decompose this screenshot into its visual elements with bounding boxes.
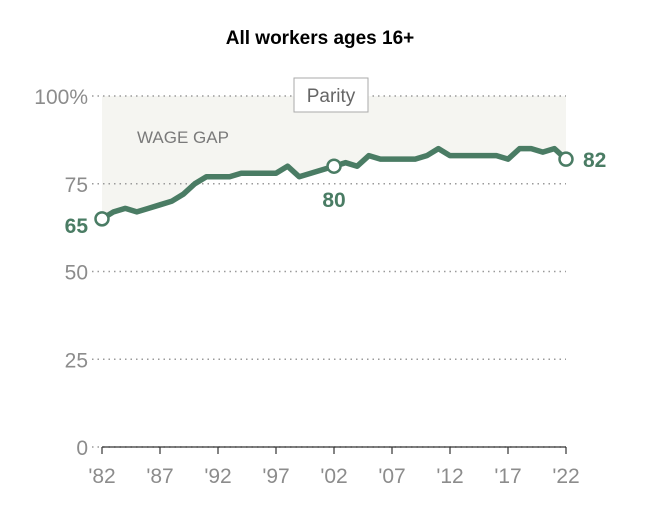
x-tick-label: '82 [88,465,115,488]
shade-layer [102,96,566,219]
wage-gap-region [102,96,566,219]
label-layer: Parity WAGE GAP 65 80 82 [65,77,606,238]
x-tick-label: '97 [262,465,289,488]
data-point-label: 82 [583,149,606,172]
parity-box [293,77,369,113]
x-tick-label: '07 [378,465,405,488]
data-point-marker [94,211,110,227]
x-tick-label: '87 [146,465,173,488]
data-point-label: 65 [65,215,89,238]
y-tick-label: 50 [65,262,88,285]
y-tick-label: 25 [65,349,88,372]
data-point-marker [326,158,342,174]
x-tick-label: '12 [436,465,463,488]
data-point-marker [558,151,574,167]
y-tick-label: 0 [76,437,88,460]
x-tick-label: '22 [552,465,579,488]
x-tick-label: '02 [320,465,347,488]
data-point-label: 80 [322,189,345,212]
y-tick-label: 100% [34,86,88,109]
x-tick-label: '17 [494,465,521,488]
axis-layer: 0 25 50 75 100% '82 '87 '92 '97 '02 '07 '12 '17 '22 [34,86,579,488]
x-tick-label: '92 [204,465,231,488]
parity-label: Parity [307,86,356,107]
wage-gap-label: WAGE GAP [137,128,229,147]
y-tick-label: 75 [65,174,88,197]
chart-title: All workers ages 16+ [225,28,415,49]
